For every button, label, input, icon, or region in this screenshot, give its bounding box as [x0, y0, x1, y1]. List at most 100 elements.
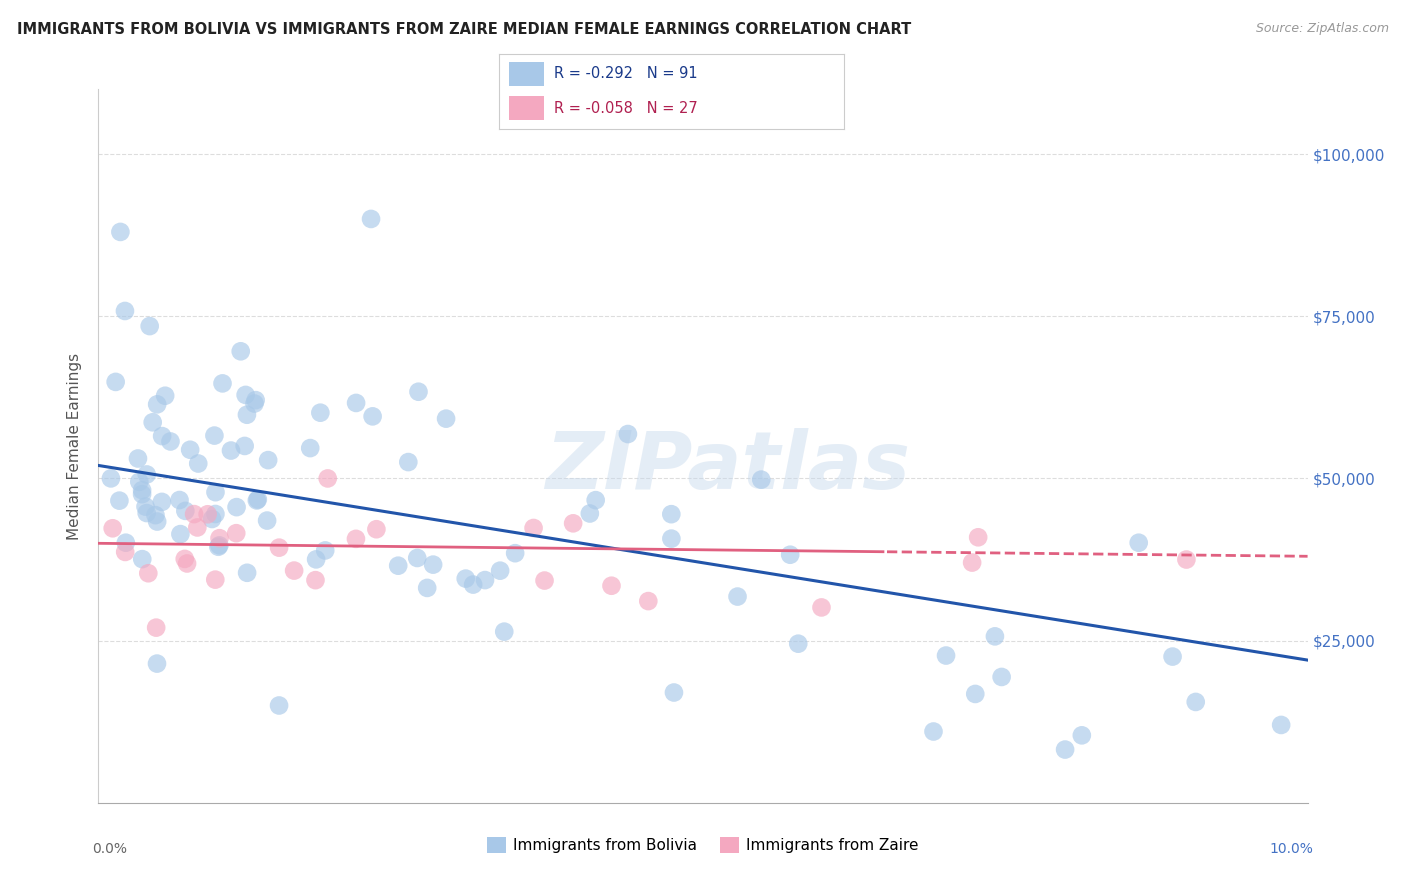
- Point: [489, 564, 512, 578]
- Point: [779, 548, 801, 562]
- Point: [204, 485, 226, 500]
- Point: [810, 600, 832, 615]
- Point: [245, 393, 267, 408]
- Point: [225, 500, 247, 515]
- Text: R = -0.058   N = 27: R = -0.058 N = 27: [554, 101, 697, 116]
- Point: [128, 475, 150, 489]
- Text: ZIPatlas: ZIPatlas: [544, 428, 910, 507]
- Point: [201, 512, 224, 526]
- Point: [661, 532, 683, 546]
- Point: [183, 507, 205, 521]
- Point: [110, 225, 132, 239]
- Point: [305, 552, 328, 566]
- Point: [114, 545, 136, 559]
- Point: [1270, 718, 1292, 732]
- Point: [503, 546, 526, 560]
- Point: [299, 441, 322, 455]
- Point: [243, 396, 266, 410]
- Point: [257, 453, 280, 467]
- Text: Source: ZipAtlas.com: Source: ZipAtlas.com: [1256, 22, 1389, 36]
- Text: IMMIGRANTS FROM BOLIVIA VS IMMIGRANTS FROM ZAIRE MEDIAN FEMALE EARNINGS CORRELAT: IMMIGRANTS FROM BOLIVIA VS IMMIGRANTS FR…: [17, 22, 911, 37]
- Point: [316, 471, 339, 485]
- Point: [304, 573, 326, 587]
- Point: [965, 687, 987, 701]
- Point: [208, 538, 231, 552]
- Point: [169, 493, 191, 508]
- Point: [396, 455, 419, 469]
- Point: [283, 564, 305, 578]
- Point: [454, 572, 477, 586]
- Point: [727, 590, 749, 604]
- Point: [233, 439, 256, 453]
- Point: [207, 540, 229, 554]
- Text: 0.0%: 0.0%: [93, 842, 128, 856]
- Point: [416, 581, 439, 595]
- Point: [533, 574, 555, 588]
- Point: [211, 376, 233, 391]
- Point: [585, 493, 607, 508]
- Point: [344, 396, 367, 410]
- Point: [463, 577, 485, 591]
- Point: [344, 532, 367, 546]
- Point: [960, 556, 983, 570]
- Point: [219, 443, 242, 458]
- Point: [246, 493, 269, 508]
- Point: [146, 515, 169, 529]
- Point: [169, 527, 191, 541]
- Point: [134, 500, 156, 514]
- Point: [408, 384, 430, 399]
- Point: [422, 558, 444, 572]
- Point: [114, 535, 136, 549]
- Point: [434, 411, 457, 425]
- Point: [749, 473, 772, 487]
- Point: [662, 685, 685, 699]
- Point: [361, 409, 384, 424]
- Point: [208, 531, 231, 545]
- Point: [145, 508, 167, 523]
- Point: [967, 530, 990, 544]
- Point: [309, 406, 332, 420]
- Point: [267, 541, 290, 555]
- Point: [1161, 649, 1184, 664]
- Point: [204, 573, 226, 587]
- Point: [406, 551, 429, 566]
- Point: [600, 579, 623, 593]
- Legend: Immigrants from Bolivia, Immigrants from Zaire: Immigrants from Bolivia, Immigrants from…: [481, 831, 925, 859]
- Point: [146, 657, 169, 671]
- Point: [179, 442, 201, 457]
- Point: [135, 467, 157, 482]
- Point: [1054, 742, 1077, 756]
- Point: [150, 429, 173, 443]
- Point: [562, 516, 585, 531]
- Point: [935, 648, 957, 663]
- Point: [236, 566, 259, 580]
- Point: [153, 389, 176, 403]
- Point: [990, 670, 1012, 684]
- Y-axis label: Median Female Earnings: Median Female Earnings: [67, 352, 83, 540]
- Point: [187, 457, 209, 471]
- Point: [659, 507, 682, 521]
- Point: [150, 495, 173, 509]
- Bar: [509, 96, 544, 120]
- Point: [145, 621, 167, 635]
- Point: [127, 451, 149, 466]
- Point: [101, 521, 124, 535]
- Point: [314, 543, 336, 558]
- Point: [146, 397, 169, 411]
- Point: [922, 724, 945, 739]
- Point: [256, 514, 278, 528]
- Point: [173, 552, 195, 566]
- Point: [984, 629, 1007, 643]
- Point: [235, 388, 257, 402]
- Point: [136, 566, 159, 581]
- Point: [108, 493, 131, 508]
- Point: [1128, 535, 1150, 549]
- Point: [100, 471, 122, 485]
- Point: [617, 427, 640, 442]
- Point: [204, 507, 226, 521]
- Point: [225, 526, 247, 541]
- Point: [360, 211, 382, 226]
- Point: [474, 573, 496, 587]
- Point: [114, 304, 136, 318]
- Point: [131, 552, 153, 566]
